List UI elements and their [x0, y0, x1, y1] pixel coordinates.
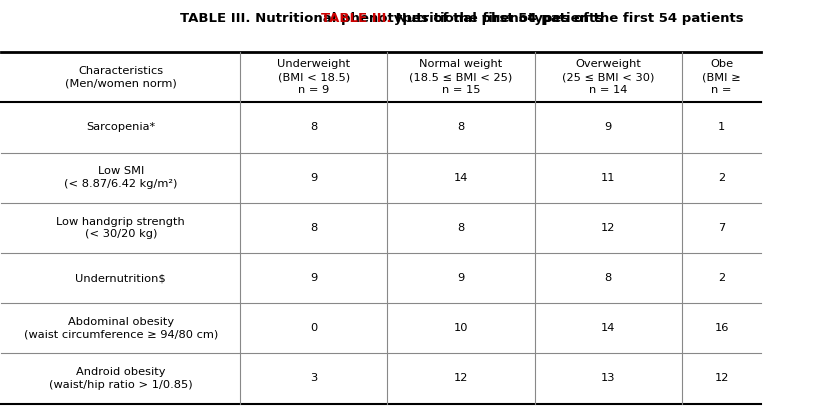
- Text: Abdominal obesity
(waist circumference ≥ 94/80 cm): Abdominal obesity (waist circumference ≥…: [24, 317, 218, 339]
- Text: 8: 8: [310, 122, 317, 133]
- Text: 9: 9: [310, 273, 317, 283]
- Text: Undernutrition$: Undernutrition$: [75, 273, 166, 283]
- Text: Characteristics
(Men/women norm): Characteristics (Men/women norm): [65, 66, 177, 89]
- Text: 12: 12: [601, 223, 615, 233]
- Text: 3: 3: [310, 373, 317, 384]
- Text: TABLE III.: TABLE III.: [321, 11, 391, 25]
- Text: 8: 8: [457, 223, 465, 233]
- Text: Android obesity
(waist/hip ratio > 1/0.85): Android obesity (waist/hip ratio > 1/0.8…: [49, 367, 192, 390]
- Text: TABLE III. Nutritional phenotypes of the first 54 patients: TABLE III. Nutritional phenotypes of the…: [180, 11, 603, 25]
- Text: Sarcopenia*: Sarcopenia*: [86, 122, 155, 133]
- Text: 8: 8: [457, 122, 465, 133]
- Text: 13: 13: [601, 373, 615, 384]
- Text: 2: 2: [718, 173, 726, 183]
- Text: Overweight
(25 ≤ BMI < 30)
n = 14: Overweight (25 ≤ BMI < 30) n = 14: [562, 59, 654, 95]
- Text: 0: 0: [310, 323, 317, 333]
- Text: Low handgrip strength
(< 30/20 kg): Low handgrip strength (< 30/20 kg): [56, 217, 185, 239]
- Text: 8: 8: [310, 223, 317, 233]
- Text: 14: 14: [454, 173, 468, 183]
- Text: 9: 9: [605, 122, 612, 133]
- Text: 16: 16: [714, 323, 729, 333]
- Text: Obe
(BMI ≥
n =: Obe (BMI ≥ n =: [703, 59, 741, 95]
- Text: Low SMI
(< 8.87/6.42 kg/m²): Low SMI (< 8.87/6.42 kg/m²): [64, 166, 178, 189]
- Text: 12: 12: [714, 373, 729, 384]
- Text: Nutritional phenotypes of the first 54 patients: Nutritional phenotypes of the first 54 p…: [391, 11, 744, 25]
- Text: Normal weight
(18.5 ≤ BMI < 25)
n = 15: Normal weight (18.5 ≤ BMI < 25) n = 15: [410, 59, 513, 95]
- Text: 7: 7: [718, 223, 726, 233]
- Text: 14: 14: [601, 323, 615, 333]
- Text: 9: 9: [310, 173, 317, 183]
- Text: 12: 12: [454, 373, 468, 384]
- Text: 1: 1: [718, 122, 726, 133]
- Text: Underweight
(BMI < 18.5)
n = 9: Underweight (BMI < 18.5) n = 9: [277, 59, 350, 95]
- Text: 11: 11: [601, 173, 615, 183]
- Text: 8: 8: [605, 273, 612, 283]
- Text: 2: 2: [718, 273, 726, 283]
- Text: 9: 9: [457, 273, 465, 283]
- Text: 10: 10: [454, 323, 468, 333]
